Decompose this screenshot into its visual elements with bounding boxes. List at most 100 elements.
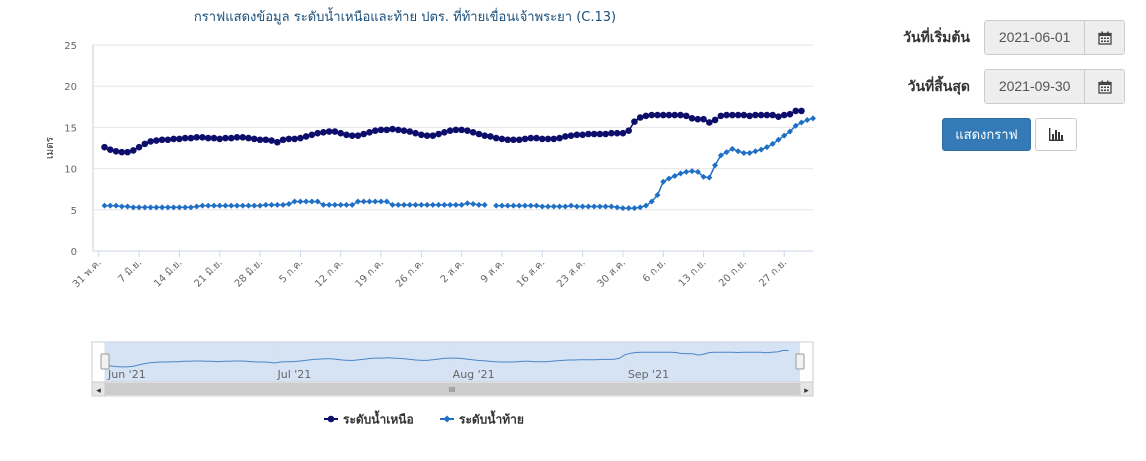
data-point-2[interactable] xyxy=(579,203,586,210)
data-point-2[interactable] xyxy=(712,162,719,169)
data-point-1[interactable] xyxy=(613,129,621,137)
data-point-2[interactable] xyxy=(228,202,235,209)
data-point-1[interactable] xyxy=(723,111,730,119)
data-point-1[interactable] xyxy=(262,136,270,144)
data-point-2[interactable] xyxy=(666,175,672,182)
data-point-2[interactable] xyxy=(303,198,310,205)
data-point-1[interactable] xyxy=(717,112,725,120)
data-point-1[interactable] xyxy=(366,129,373,136)
data-point-1[interactable] xyxy=(118,148,126,156)
start-date-calendar-button[interactable] xyxy=(1084,21,1124,54)
data-point-2[interactable] xyxy=(187,204,194,211)
data-point-1[interactable] xyxy=(562,133,569,140)
data-point-2[interactable] xyxy=(245,202,252,209)
data-point-2[interactable] xyxy=(683,168,690,175)
data-point-2[interactable] xyxy=(735,148,742,155)
data-point-2[interactable] xyxy=(689,168,696,175)
data-point-2[interactable] xyxy=(130,204,137,211)
data-point-2[interactable] xyxy=(406,201,413,208)
data-point-2[interactable] xyxy=(481,201,488,208)
data-point-2[interactable] xyxy=(631,205,638,212)
data-point-2[interactable] xyxy=(222,202,229,209)
data-point-2[interactable] xyxy=(113,202,120,209)
data-point-1[interactable] xyxy=(515,136,523,144)
data-point-2[interactable] xyxy=(723,149,730,156)
show-chart-button[interactable]: แสดงกราฟ xyxy=(942,118,1031,151)
data-point-1[interactable] xyxy=(181,134,189,142)
data-point-1[interactable] xyxy=(763,111,771,119)
data-point-1[interactable] xyxy=(164,136,172,144)
data-point-1[interactable] xyxy=(446,127,454,134)
data-point-1[interactable] xyxy=(671,111,679,119)
data-point-2[interactable] xyxy=(389,201,396,208)
data-point-1[interactable] xyxy=(475,130,483,138)
data-point-1[interactable] xyxy=(631,118,638,125)
data-point-2[interactable] xyxy=(591,203,598,210)
data-point-1[interactable] xyxy=(245,134,252,142)
data-point-1[interactable] xyxy=(556,134,563,142)
data-point-1[interactable] xyxy=(659,111,667,119)
data-point-1[interactable] xyxy=(619,129,627,137)
data-point-1[interactable] xyxy=(452,126,460,134)
data-point-2[interactable] xyxy=(216,202,223,209)
data-point-1[interactable] xyxy=(406,128,414,135)
data-point-1[interactable] xyxy=(233,133,241,141)
data-point-2[interactable] xyxy=(527,202,534,209)
data-point-2[interactable] xyxy=(314,198,321,205)
data-point-1[interactable] xyxy=(337,129,344,137)
data-point-1[interactable] xyxy=(792,107,800,115)
data-point-1[interactable] xyxy=(354,132,362,139)
data-point-1[interactable] xyxy=(585,130,592,138)
data-point-2[interactable] xyxy=(447,201,454,208)
data-point-2[interactable] xyxy=(470,201,477,208)
data-point-1[interactable] xyxy=(567,132,575,139)
data-point-2[interactable] xyxy=(205,202,212,209)
data-point-2[interactable] xyxy=(654,191,661,198)
data-point-1[interactable] xyxy=(636,114,644,121)
data-point-1[interactable] xyxy=(729,111,736,119)
data-point-2[interactable] xyxy=(262,201,269,208)
end-date-calendar-button[interactable] xyxy=(1084,70,1124,103)
chart-type-button[interactable] xyxy=(1035,118,1077,151)
data-point-1[interactable] xyxy=(579,131,586,139)
navigator[interactable]: Jun '21 Jul '21 Aug '21 Sep '21 ◂ ▸ III xyxy=(91,341,814,397)
data-point-2[interactable] xyxy=(458,201,465,208)
data-point-2[interactable] xyxy=(199,202,206,209)
data-point-2[interactable] xyxy=(660,178,667,185)
data-point-2[interactable] xyxy=(383,198,390,205)
data-point-2[interactable] xyxy=(596,203,603,210)
data-point-1[interactable] xyxy=(331,128,339,135)
data-point-1[interactable] xyxy=(285,135,293,143)
data-point-1[interactable] xyxy=(752,111,759,119)
data-point-1[interactable] xyxy=(141,140,149,148)
data-point-2[interactable] xyxy=(573,203,580,210)
data-point-2[interactable] xyxy=(366,198,373,205)
data-point-1[interactable] xyxy=(204,134,212,142)
data-point-2[interactable] xyxy=(291,198,298,205)
data-point-2[interactable] xyxy=(562,203,569,210)
data-point-2[interactable] xyxy=(556,203,563,210)
data-point-1[interactable] xyxy=(383,126,391,134)
data-point-2[interactable] xyxy=(706,174,713,181)
data-point-2[interactable] xyxy=(792,122,799,129)
data-point-2[interactable] xyxy=(268,201,275,208)
data-point-1[interactable] xyxy=(510,136,517,144)
data-point-2[interactable] xyxy=(786,128,793,135)
data-point-1[interactable] xyxy=(193,133,200,141)
data-point-1[interactable] xyxy=(740,111,748,119)
scrollbar-right-button[interactable] xyxy=(799,381,814,397)
data-point-1[interactable] xyxy=(106,146,114,153)
data-point-2[interactable] xyxy=(395,201,402,208)
data-point-2[interactable] xyxy=(349,201,356,208)
scrollbar-thumb[interactable] xyxy=(105,383,800,395)
data-point-2[interactable] xyxy=(164,204,171,211)
data-point-1[interactable] xyxy=(608,129,615,137)
data-point-2[interactable] xyxy=(475,201,482,208)
data-point-1[interactable] xyxy=(677,111,684,119)
data-point-2[interactable] xyxy=(360,198,367,205)
data-point-2[interactable] xyxy=(740,149,747,156)
data-point-2[interactable] xyxy=(435,201,442,208)
data-point-1[interactable] xyxy=(533,134,540,142)
data-point-2[interactable] xyxy=(285,201,292,208)
data-point-1[interactable] xyxy=(786,110,794,118)
